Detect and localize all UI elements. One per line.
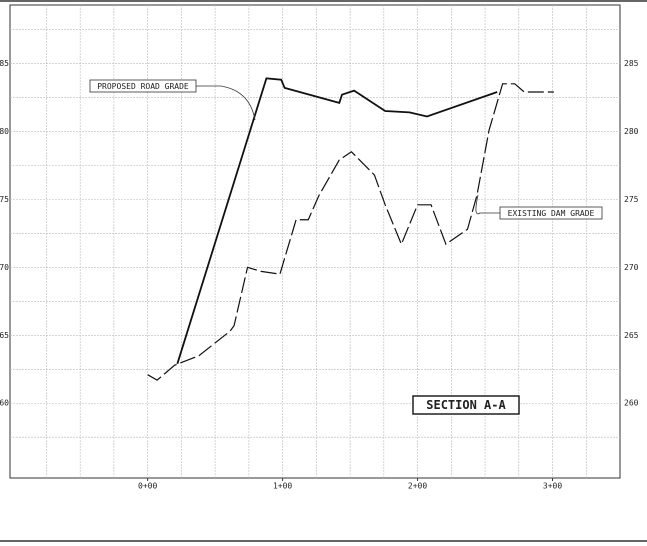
- y2-tick-label: 285: [624, 59, 639, 68]
- label-box: [89, 79, 197, 93]
- y-tick-label: 265: [0, 331, 9, 340]
- series-label: PROPOSED ROAD GRADE: [97, 82, 189, 91]
- title-box: [412, 395, 520, 415]
- leader-line: [196, 85, 256, 121]
- x-tick-label: 1+00: [273, 482, 292, 491]
- y-tick-label: 280: [0, 127, 9, 136]
- leader-line: [475, 194, 500, 215]
- x-tick-label: 0+00: [138, 482, 157, 491]
- series-label: EXISTING DAM GRADE: [508, 209, 595, 218]
- series-line: [176, 77, 498, 365]
- y2-tick-label: 260: [624, 399, 639, 408]
- y2-tick-label: 270: [624, 263, 639, 272]
- y-tick-label: 285: [0, 59, 9, 68]
- x-tick-label: 3+00: [543, 482, 562, 491]
- y-tick-label: 260: [0, 399, 9, 408]
- y2-tick-label: 280: [624, 127, 639, 136]
- y-tick-label: 275: [0, 195, 9, 204]
- x-tick-label: 2+00: [408, 482, 427, 491]
- label-box: [499, 206, 603, 220]
- chart-title: SECTION A-A: [426, 398, 506, 412]
- plot-frame: [9, 4, 621, 479]
- series-line: [147, 83, 554, 381]
- y2-tick-label: 275: [624, 195, 639, 204]
- y2-tick-label: 265: [624, 331, 639, 340]
- y-tick-label: 270: [0, 263, 9, 272]
